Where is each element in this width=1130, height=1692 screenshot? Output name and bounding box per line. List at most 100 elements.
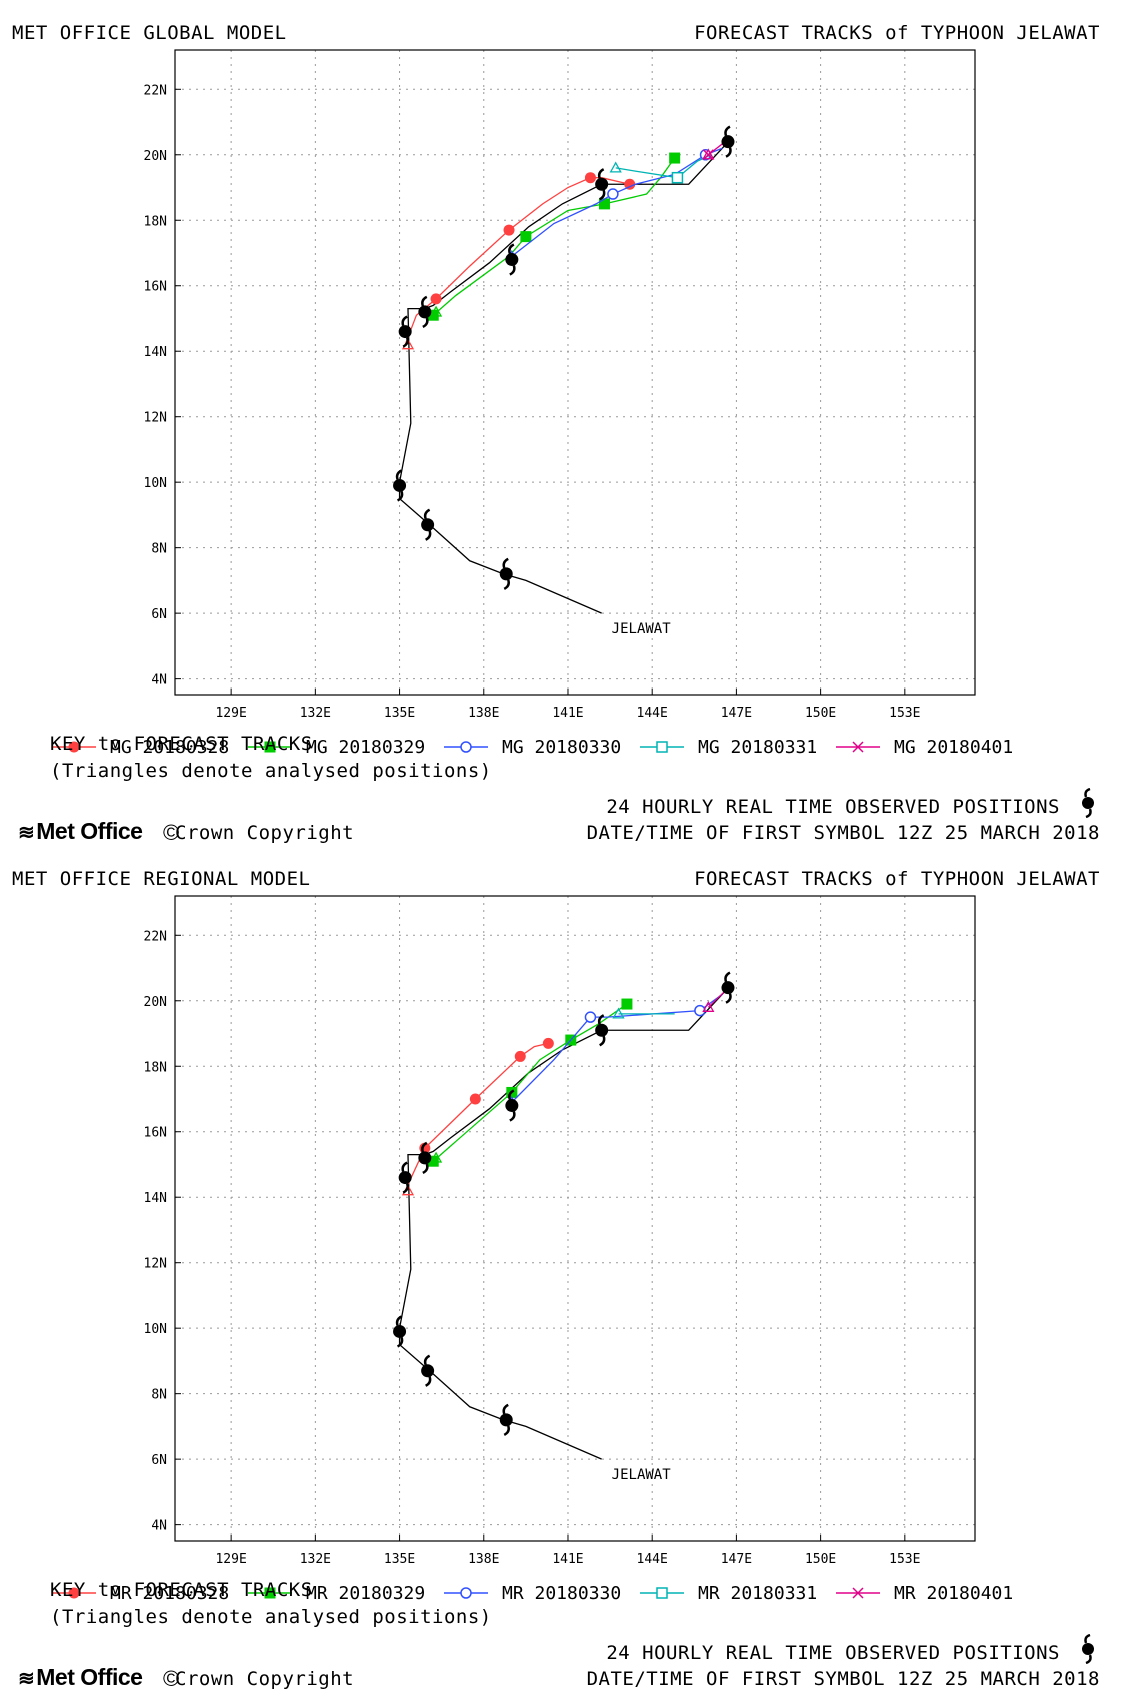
typhoon-symbol-icon: [721, 971, 735, 1004]
forecast-series: [615, 154, 712, 184]
first-symbol-date: DATE/TIME OF FIRST SYMBOL 12Z 25 MARCH 2…: [586, 1668, 1100, 1690]
legend-item: MR 20180331: [640, 1583, 817, 1604]
x-tick-label: 141E: [552, 706, 583, 721]
typhoon-symbol-icon: [418, 1141, 432, 1175]
model-title: MET OFFICE GLOBAL MODEL: [12, 22, 287, 44]
legend-label: MG 20180330: [502, 737, 621, 758]
forecast-marker: [694, 1004, 706, 1017]
forecast-marker: [671, 171, 684, 184]
global-model-panel: MET OFFICE GLOBAL MODEL FORECAST TRACKS …: [12, 22, 1100, 845]
typhoon-symbol-icon: [499, 557, 513, 590]
x-tick-label: 150E: [805, 706, 836, 721]
first-symbol-date: DATE/TIME OF FIRST SYMBOL 12Z 25 MARCH 2…: [586, 822, 1100, 844]
x-tick-label: 153E: [889, 1552, 920, 1567]
y-tick-label: 12N: [144, 1257, 167, 1272]
legend-label: MG 20180328: [110, 737, 229, 758]
y-tick-label: 20N: [144, 149, 167, 164]
grid: [175, 896, 975, 1541]
legend-item: MG 20180328: [52, 737, 229, 758]
typhoon-symbol-icon: [595, 1014, 609, 1047]
analysed-position-triangle: [612, 1007, 625, 1019]
legend-label: MR 20180331: [698, 1583, 817, 1604]
met-office-logo: ≋Met Office: [18, 1664, 143, 1690]
key-title: KEY to FORECAST TRACKS: [50, 1579, 313, 1601]
x-tick-label: 141E: [552, 1552, 583, 1567]
typhoon-symbol-icon: [1082, 1634, 1094, 1664]
y-tick-label: 10N: [144, 1322, 167, 1337]
x-tick-label: 135E: [384, 706, 415, 721]
y-tick-label: 8N: [151, 542, 167, 557]
y-tick-label: 20N: [144, 995, 167, 1010]
y-tick-label: 16N: [144, 1126, 167, 1141]
legend-marker: [852, 1587, 864, 1599]
typhoon-symbol-icon: [505, 1089, 519, 1122]
forecast-track-line: [707, 990, 726, 1008]
legend-item: MR 20180401: [836, 1583, 1013, 1604]
forecast-marker: [702, 149, 714, 161]
key-title: KEY to FORECAST TRACKS: [50, 733, 313, 755]
legend-item: MR 20180328: [52, 1583, 229, 1604]
storm-label: JELAWAT: [612, 621, 672, 637]
plot-frame: [174, 895, 976, 1542]
legend-item: MG 20180401: [836, 737, 1013, 758]
x-tick-label: 129E: [215, 1552, 246, 1567]
forecast-marker: [430, 293, 442, 305]
x-tick-label: 132E: [300, 1552, 331, 1567]
typhoon-symbol-icon: [1082, 788, 1094, 818]
legend-marker: [852, 741, 864, 753]
forecast-series: [707, 990, 726, 1008]
legend-marker: [460, 1587, 472, 1599]
forecast-series: [511, 147, 723, 257]
typhoon-symbol-icon: [721, 125, 735, 158]
typhoon-symbol-icon: [398, 1161, 412, 1194]
legend-label: MR 20180329: [306, 1583, 425, 1604]
y-tick-label: 22N: [144, 929, 167, 944]
legend-item: MG 20180330: [444, 737, 621, 758]
typhoon-symbol-icon: [421, 508, 435, 541]
copyright-text: Crown Copyright: [175, 1668, 355, 1690]
y-tick-label: 22N: [144, 83, 167, 98]
legend-label: MG 20180329: [306, 737, 425, 758]
regional-model-panel: MET OFFICE REGIONAL MODEL FORECAST TRACK…: [0, 846, 1130, 1692]
legend-item: MR 20180329: [248, 1583, 425, 1604]
copyright-text: Crown Copyright: [175, 822, 355, 844]
x-tick-label: 144E: [637, 706, 668, 721]
legend-marker: [656, 741, 668, 753]
legend-item: MR 20180330: [444, 1583, 621, 1604]
forecast-marker: [598, 198, 610, 210]
forecast-marker: [514, 1050, 526, 1062]
x-tick-label: 132E: [300, 706, 331, 721]
analysed-position-triangle: [702, 1000, 715, 1012]
observed-positions-label: 24 HOURLY REAL TIME OBSERVED POSITIONS: [606, 1642, 1060, 1664]
analysed-position-triangle: [429, 1151, 443, 1163]
typhoon-symbol-icon: [393, 469, 407, 502]
legend-item: MG 20180329: [248, 737, 425, 758]
typhoon-symbol-icon: [499, 1403, 513, 1436]
y-tick-label: 6N: [151, 607, 167, 622]
legend-marker: [68, 1587, 80, 1599]
forecast-series: [511, 993, 723, 1103]
key-note: (Triangles denote analysed positions): [50, 1606, 492, 1628]
analysed-position-triangle: [609, 161, 622, 173]
forecast-marker: [584, 1011, 597, 1023]
legend-label: MG 20180331: [698, 737, 817, 758]
forecast-series: [427, 152, 681, 321]
y-tick-label: 10N: [144, 476, 167, 491]
observed-positions-label: 24 HOURLY REAL TIME OBSERVED POSITIONS: [606, 796, 1060, 818]
legend-marker: [656, 1587, 668, 1599]
y-tick-label: 6N: [151, 1453, 167, 1468]
x-tick-label: 138E: [468, 706, 499, 721]
model-title: MET OFFICE REGIONAL MODEL: [12, 868, 311, 890]
x-tick-label: 135E: [384, 1552, 415, 1567]
legend-marker: [68, 741, 80, 753]
x-tick-label: 150E: [805, 1552, 836, 1567]
forecast-marker: [669, 152, 681, 164]
x-tick-label: 129E: [215, 706, 246, 721]
plot-frame: [174, 49, 976, 696]
y-tick-label: 4N: [151, 1519, 167, 1534]
y-tick-label: 18N: [144, 1060, 167, 1075]
forecast-title: FORECAST TRACKS of TYPHOON JELAWAT: [694, 22, 1100, 44]
x-tick-label: 147E: [721, 1552, 752, 1567]
forecast-marker: [427, 309, 439, 321]
analysed-position-triangle: [429, 305, 443, 317]
